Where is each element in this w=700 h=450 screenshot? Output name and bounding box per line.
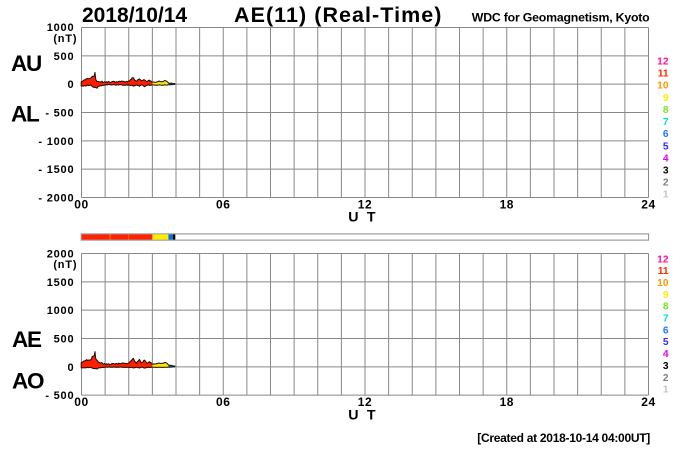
svg-text:18: 18 [500, 395, 514, 409]
svg-text:1: 1 [663, 385, 669, 396]
svg-text:1000: 1000 [47, 22, 75, 34]
svg-text:- 500: - 500 [45, 390, 74, 402]
svg-text:2018/10/14: 2018/10/14 [82, 4, 187, 27]
svg-text:WDC for Geomagnetism, Kyoto: WDC for Geomagnetism, Kyoto [472, 11, 650, 25]
svg-text:6: 6 [663, 325, 669, 336]
svg-text:00: 00 [74, 197, 88, 211]
svg-text:(nT): (nT) [53, 33, 77, 45]
svg-text:10: 10 [657, 278, 669, 289]
svg-text:500: 500 [54, 334, 75, 346]
svg-text:11: 11 [658, 69, 669, 80]
svg-text:AE: AE [12, 327, 42, 352]
svg-text:AL: AL [11, 101, 40, 126]
svg-text:0: 0 [67, 79, 74, 91]
svg-text:5: 5 [663, 141, 669, 152]
svg-text:AE(11) (Real-Time): AE(11) (Real-Time) [234, 3, 442, 27]
svg-text:[Created at 2018-10-14 04:00UT: [Created at 2018-10-14 04:00UT] [477, 431, 650, 445]
svg-text:500: 500 [54, 51, 75, 63]
svg-text:2: 2 [663, 373, 669, 384]
svg-text:12: 12 [657, 57, 669, 68]
svg-text:- 1000: - 1000 [38, 136, 74, 148]
svg-text:7: 7 [663, 314, 669, 325]
svg-text:4: 4 [663, 349, 669, 360]
svg-text:9: 9 [663, 93, 669, 104]
svg-text:12: 12 [657, 254, 669, 265]
svg-text:1000: 1000 [47, 305, 75, 317]
svg-text:2000: 2000 [47, 249, 75, 261]
svg-text:3: 3 [663, 166, 669, 177]
svg-text:1: 1 [663, 190, 669, 201]
svg-text:10: 10 [657, 81, 669, 92]
svg-text:24: 24 [641, 395, 655, 409]
svg-text:0: 0 [67, 362, 74, 374]
svg-text:7: 7 [663, 117, 669, 128]
svg-text:U T: U T [348, 210, 377, 226]
svg-text:- 2000: - 2000 [38, 193, 74, 205]
svg-text:4: 4 [663, 153, 669, 164]
svg-text:AO: AO [12, 368, 44, 393]
svg-text:6: 6 [663, 129, 669, 140]
svg-text:9: 9 [663, 290, 669, 301]
svg-text:12: 12 [358, 197, 372, 211]
svg-text:12: 12 [358, 395, 372, 409]
svg-text:3: 3 [663, 361, 669, 372]
svg-text:24: 24 [641, 197, 655, 211]
svg-text:(nT): (nT) [53, 259, 77, 271]
svg-text:8: 8 [663, 302, 669, 313]
svg-text:1500: 1500 [47, 277, 75, 289]
svg-text:5: 5 [663, 337, 669, 348]
svg-text:00: 00 [74, 395, 88, 409]
svg-text:- 1500: - 1500 [38, 164, 74, 176]
svg-text:U T: U T [348, 407, 377, 423]
svg-text:8: 8 [663, 105, 669, 116]
svg-text:06: 06 [216, 197, 230, 211]
svg-text:AU: AU [11, 51, 41, 76]
svg-text:18: 18 [500, 197, 514, 211]
svg-text:11: 11 [658, 266, 669, 277]
svg-text:06: 06 [216, 395, 230, 409]
svg-text:2: 2 [663, 178, 669, 189]
svg-text:- 500: - 500 [45, 108, 74, 120]
